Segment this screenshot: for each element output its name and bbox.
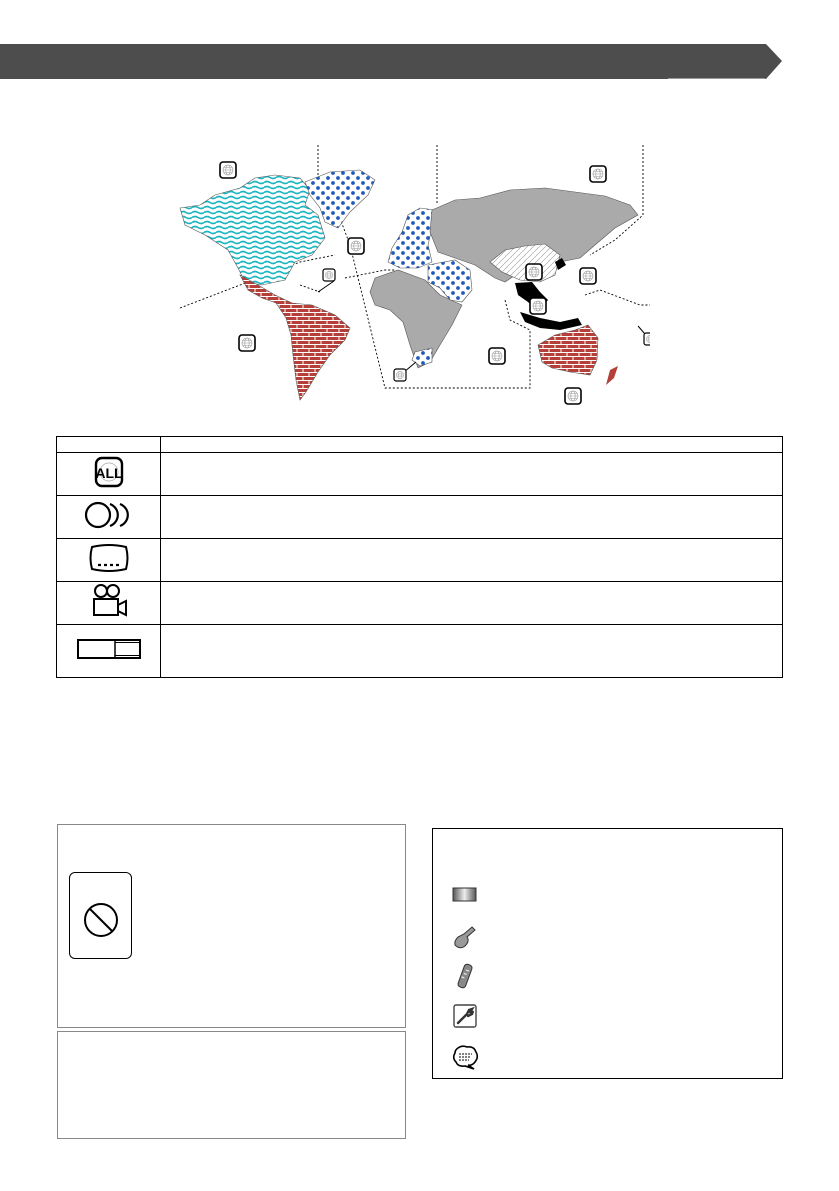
region-middle-east <box>427 259 473 303</box>
region-new-zealand <box>606 366 618 385</box>
globe-icon <box>589 165 607 183</box>
section-header-bar <box>0 44 782 79</box>
globe-icon <box>564 387 582 405</box>
globe-icon <box>219 161 237 179</box>
globe-icon <box>529 297 547 315</box>
globe-icon <box>393 368 407 382</box>
table-row <box>56 495 783 539</box>
globe-icon <box>488 347 506 365</box>
note-box <box>57 1031 406 1139</box>
table-row <box>56 624 783 678</box>
region-indonesia <box>520 312 582 330</box>
region-australia <box>537 324 599 376</box>
remote-control-icon <box>457 963 473 989</box>
speech-bubble-icon <box>452 1045 479 1070</box>
table-row <box>56 581 783 625</box>
globe-icon <box>643 332 650 346</box>
globe-icon <box>347 237 365 255</box>
region-all-icon: ALL <box>94 456 123 487</box>
svg-text:ALL: ALL <box>95 465 123 481</box>
prohibited-icon <box>84 903 118 937</box>
screen-icon <box>452 887 477 902</box>
region-africa <box>369 269 463 369</box>
globe-icon <box>525 263 543 281</box>
table-header-row <box>56 436 783 453</box>
region-asia <box>429 187 639 283</box>
region-north-america <box>179 174 326 286</box>
aspect-ratio-icon <box>76 638 141 659</box>
header-cell-description <box>160 436 783 453</box>
region-japan <box>555 258 566 270</box>
globe-icon <box>322 268 336 282</box>
table-row: ALL <box>56 452 783 496</box>
prohibited-mark-note-box <box>57 824 406 1028</box>
globe-icon <box>238 334 256 352</box>
region-europe <box>387 207 436 269</box>
table-row <box>56 538 783 582</box>
touch-hand-icon <box>454 926 476 949</box>
prohibited-mark-frame <box>69 872 132 959</box>
region-south-africa <box>411 347 433 367</box>
disc-mark-legend-table: ALL <box>56 436 783 678</box>
wrench-icon <box>453 1004 477 1028</box>
dvd-region-world-map <box>179 145 650 405</box>
header-cell-icon <box>56 436 161 453</box>
discs-icon <box>84 501 129 528</box>
icon-legend-box <box>432 828 783 1079</box>
region-latin-america <box>239 274 351 401</box>
globe-icon <box>579 267 597 285</box>
subtitle-screen-icon <box>89 543 128 572</box>
movie-camera-icon <box>92 583 127 617</box>
region-greenland <box>304 169 376 229</box>
